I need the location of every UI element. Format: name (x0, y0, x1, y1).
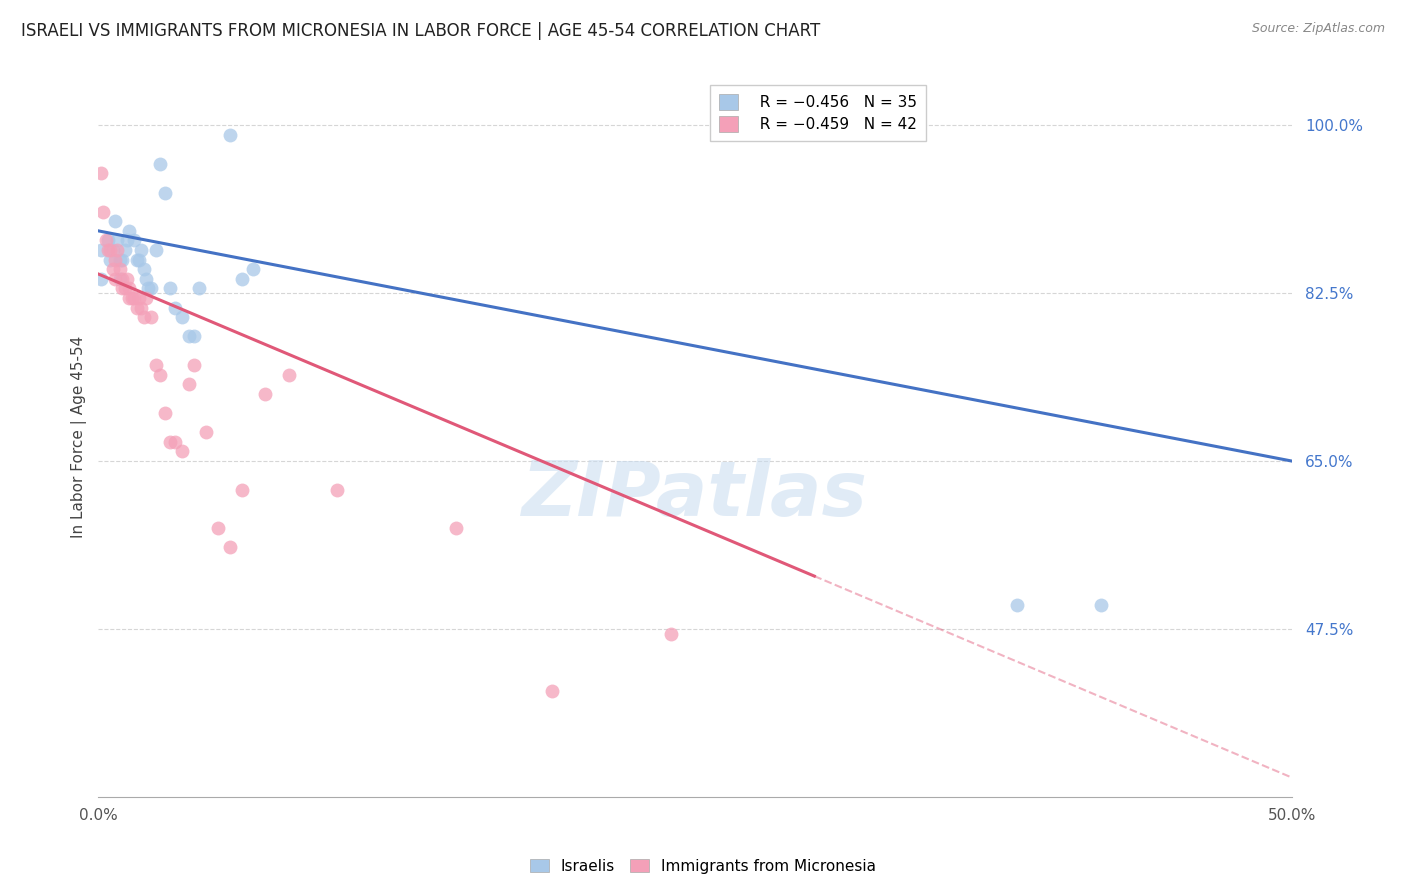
Point (187, 281, 209, 295)
Point (145, 358, 167, 372)
Point (101, 262, 124, 277)
Point (540, 684, 562, 698)
Point (118, 291, 141, 305)
Point (135, 291, 157, 305)
Point (128, 291, 150, 305)
Point (101, 243, 124, 257)
Point (218, 128, 240, 142)
Point (149, 157, 172, 171)
Point (278, 368, 301, 382)
Point (1005, 598, 1028, 612)
Point (94, 234, 117, 248)
Point (111, 281, 134, 295)
Point (163, 301, 186, 315)
Point (132, 310, 155, 325)
Point (108, 262, 131, 277)
Point (97, 243, 120, 257)
Point (107, 243, 129, 257)
Point (153, 186, 176, 200)
Legend: Israelis, Immigrants from Micronesia: Israelis, Immigrants from Micronesia (524, 853, 882, 880)
Point (131, 243, 153, 257)
Point (170, 310, 193, 325)
Point (122, 234, 145, 248)
Point (111, 252, 134, 267)
Point (231, 483, 253, 497)
Text: ISRAELI VS IMMIGRANTS FROM MICRONESIA IN LABOR FORCE | AGE 45-54 CORRELATION CHA: ISRAELI VS IMMIGRANTS FROM MICRONESIA IN… (21, 22, 820, 40)
Point (163, 434, 186, 449)
Point (128, 252, 150, 267)
Point (242, 262, 264, 277)
Point (131, 301, 153, 315)
Legend:   R = −0.456   N = 35,   R = −0.459   N = 42: R = −0.456 N = 35, R = −0.459 N = 42 (710, 85, 927, 142)
Point (153, 406, 176, 420)
Y-axis label: In Labor Force | Age 45-54: In Labor Force | Age 45-54 (72, 336, 87, 538)
Point (183, 358, 205, 372)
Text: Source: ZipAtlas.com: Source: ZipAtlas.com (1251, 22, 1385, 36)
Point (121, 291, 143, 305)
Point (139, 310, 162, 325)
Point (118, 281, 141, 295)
Point (177, 377, 200, 392)
Point (90, 166, 112, 180)
Point (207, 521, 229, 535)
Point (218, 541, 240, 555)
Point (194, 425, 217, 440)
Point (132, 262, 155, 277)
Point (135, 272, 157, 286)
Text: ZIPatlas: ZIPatlas (522, 458, 868, 532)
Point (122, 291, 145, 305)
Point (98, 243, 121, 257)
Point (108, 252, 131, 267)
Point (177, 329, 200, 343)
Point (149, 368, 172, 382)
Point (90, 272, 112, 286)
Point (97, 234, 120, 248)
Point (1090, 598, 1112, 612)
Point (231, 272, 253, 286)
Point (104, 214, 127, 228)
Point (446, 521, 468, 535)
Point (125, 252, 148, 267)
Point (98, 252, 121, 267)
Point (104, 272, 127, 286)
Point (107, 234, 129, 248)
Point (111, 272, 134, 286)
Point (139, 281, 162, 295)
Point (118, 224, 141, 238)
Point (115, 234, 138, 248)
Point (125, 301, 148, 315)
Point (115, 272, 138, 286)
Point (159, 281, 181, 295)
Point (90, 243, 112, 257)
Point (114, 281, 136, 295)
Point (170, 444, 193, 458)
Point (159, 434, 181, 449)
Point (145, 243, 167, 257)
Point (326, 483, 349, 497)
Point (91, 204, 114, 219)
Point (104, 252, 127, 267)
Point (183, 329, 205, 343)
Point (254, 387, 277, 401)
Point (138, 281, 160, 295)
Point (108, 272, 131, 286)
Point (659, 626, 682, 640)
Point (114, 243, 136, 257)
